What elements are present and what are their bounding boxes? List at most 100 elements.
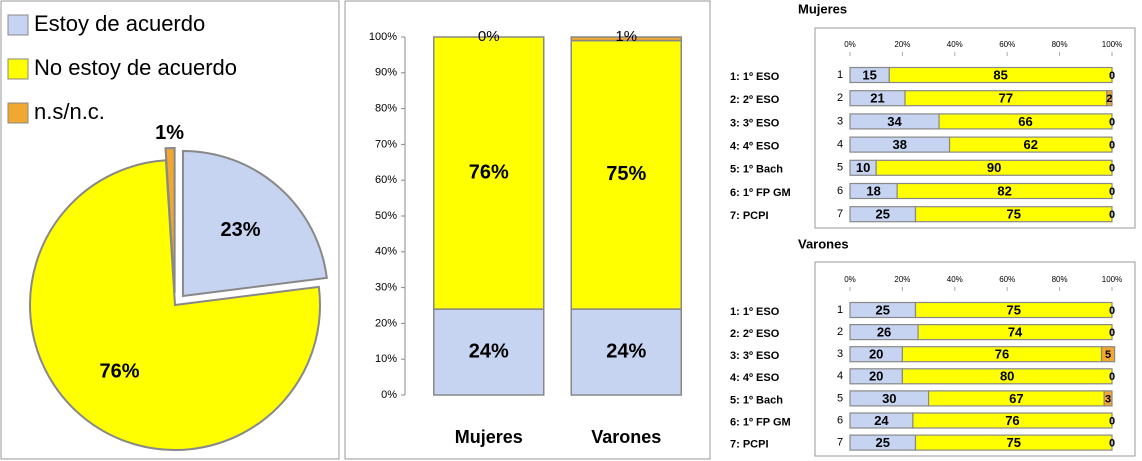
bar-label: 75 xyxy=(1007,435,1021,450)
pie-panel xyxy=(0,0,340,460)
bar-label: 77 xyxy=(999,91,1013,106)
row-number: 4 xyxy=(837,370,843,382)
bar-label: 15 xyxy=(862,67,876,82)
chart-title: Varones xyxy=(798,236,849,251)
category-name: 7: PCPI xyxy=(730,210,769,222)
x-tick-label: 0% xyxy=(844,40,856,49)
bar-label: 10 xyxy=(856,160,870,175)
category-name: 1: 1º ESO xyxy=(730,71,780,83)
legend-label: n.s/n.c. xyxy=(34,99,105,124)
bar-panel xyxy=(344,0,711,460)
slice-label: 1% xyxy=(155,122,184,144)
category-name: 6: 1º FP GM xyxy=(730,416,791,428)
bar-segment xyxy=(914,206,1113,223)
y-tick-label: 20% xyxy=(375,317,397,329)
bar-label: 85 xyxy=(993,67,1007,82)
pie-slice xyxy=(181,149,328,298)
bar-label: 76% xyxy=(469,161,509,183)
x-tick-label: 0% xyxy=(844,275,856,284)
legend-swatch xyxy=(7,14,29,36)
x-tick-label: 100% xyxy=(1102,40,1122,49)
bar-segment xyxy=(570,308,682,396)
x-tick-label: 40% xyxy=(947,275,963,284)
row-number: 6 xyxy=(837,414,843,426)
x-tick-label: 80% xyxy=(1052,40,1068,49)
y-tick-label: 90% xyxy=(375,67,397,79)
row-number: 2 xyxy=(837,92,843,104)
bar-label: 24% xyxy=(469,340,509,362)
category-name: 4: 4º ESO xyxy=(730,141,780,153)
bar-label: 80 xyxy=(1000,369,1014,384)
bar-label: 1% xyxy=(615,28,637,45)
row-number: 1 xyxy=(837,304,843,316)
bar-label: 74 xyxy=(1008,325,1023,340)
row-number: 5 xyxy=(837,162,843,174)
category-name: 2: 2º ESO xyxy=(730,328,780,340)
category-name: 5: 1º Bach xyxy=(730,164,783,176)
bar-label: 75 xyxy=(1007,302,1021,317)
bar-label: 24% xyxy=(606,340,646,362)
bar-label: 0 xyxy=(1109,415,1115,427)
bar-label: 75% xyxy=(606,163,646,185)
bar-label: 0 xyxy=(1109,209,1115,221)
bar-label: 25 xyxy=(876,435,890,450)
row-number: 7 xyxy=(837,208,843,220)
bar-label: 20 xyxy=(869,369,883,384)
bar-label: 0 xyxy=(1109,371,1115,383)
y-tick-label: 70% xyxy=(375,138,397,150)
x-tick-label: 20% xyxy=(894,40,910,49)
bar-segment xyxy=(914,434,1113,451)
y-tick-label: 100% xyxy=(369,31,397,43)
bar-label: 0 xyxy=(1109,438,1115,450)
category-name: 3: 3º ESO xyxy=(730,350,780,362)
pie-slice xyxy=(29,159,321,451)
row-number: 6 xyxy=(837,185,843,197)
legend-label: Estoy de acuerdo xyxy=(34,11,205,36)
x-tick-label: Mujeres xyxy=(455,427,523,447)
chart-title: Mujeres xyxy=(798,1,847,16)
bar-label: 0 xyxy=(1109,140,1115,152)
bar-label: 20 xyxy=(869,347,883,362)
bar-segment xyxy=(1106,90,1113,107)
bar-label: 76 xyxy=(995,347,1009,362)
bar-label: 0 xyxy=(1109,327,1115,339)
category-name: 3: 3º ESO xyxy=(730,117,780,129)
legend-swatch xyxy=(7,58,29,80)
bar-segment xyxy=(901,368,1113,385)
bar-segment xyxy=(570,39,682,310)
x-tick-label: 60% xyxy=(999,275,1015,284)
row-number: 3 xyxy=(837,115,843,127)
x-tick-label: 80% xyxy=(1052,275,1068,284)
bar-segment xyxy=(875,159,1113,176)
bar-label: 18 xyxy=(866,183,880,198)
y-tick-label: 50% xyxy=(375,210,397,222)
bar-label: 0 xyxy=(1109,116,1115,128)
bar-segment xyxy=(917,324,1113,341)
bar-segment xyxy=(1103,390,1113,407)
row-number: 5 xyxy=(837,392,843,404)
x-tick-label: 40% xyxy=(947,40,963,49)
bar-label: 62 xyxy=(1024,137,1038,152)
row-number: 2 xyxy=(837,326,843,338)
bar-segment xyxy=(948,136,1113,153)
y-tick-label: 0% xyxy=(381,389,397,401)
bar-label: 67 xyxy=(1009,391,1023,406)
bar-segment xyxy=(570,36,682,42)
bar-label: 5 xyxy=(1105,349,1111,361)
category-name: 7: PCPI xyxy=(730,439,769,451)
bar-label: 21 xyxy=(870,91,884,106)
y-tick-label: 10% xyxy=(375,353,397,365)
bar-label: 90 xyxy=(987,160,1001,175)
legend-swatch xyxy=(7,102,29,124)
x-tick-label: 100% xyxy=(1102,275,1122,284)
bar-label: 3 xyxy=(1105,393,1111,405)
x-tick-label: 60% xyxy=(999,40,1015,49)
bar-label: 0 xyxy=(1109,186,1115,198)
mujeres-panel xyxy=(814,27,1136,229)
bar-label: 0 xyxy=(1109,305,1115,317)
row-number: 1 xyxy=(837,69,843,81)
y-tick-label: 40% xyxy=(375,246,397,258)
bar-label: 0 xyxy=(1109,70,1115,82)
varones-panel xyxy=(814,261,1136,457)
